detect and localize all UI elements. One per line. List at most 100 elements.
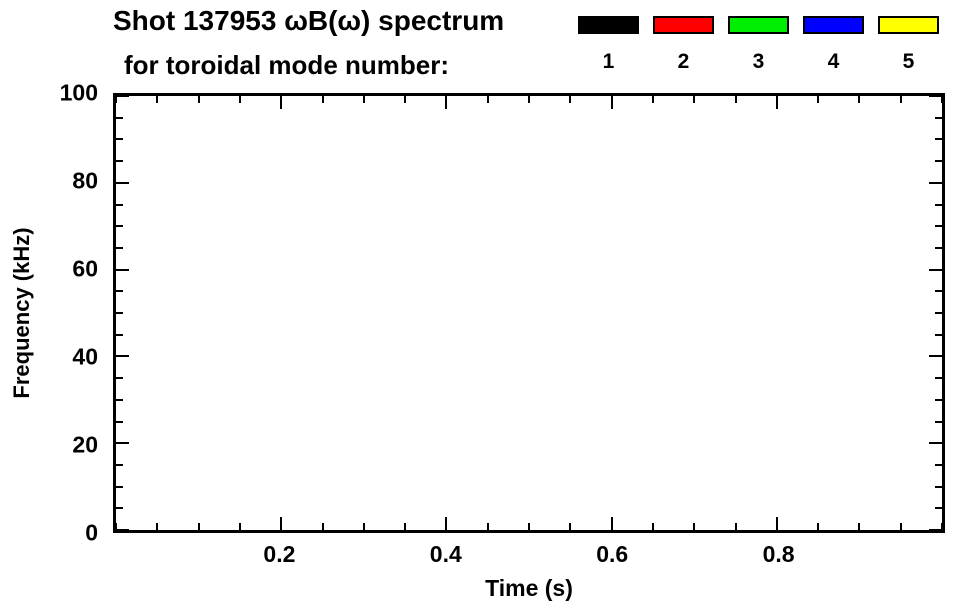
tick-mark: [734, 523, 737, 530]
tick-mark: [775, 517, 778, 530]
legend-label: 1: [602, 50, 615, 73]
tick-mark: [116, 95, 129, 97]
chart-title-line2: for toroidal mode number:: [124, 50, 449, 80]
x-tick-label: 0.4: [429, 541, 462, 567]
tick-mark: [116, 225, 123, 228]
tick-mark: [610, 96, 613, 109]
x-tick-label: 0.8: [762, 541, 795, 567]
tick-mark: [115, 523, 117, 530]
tick-mark: [445, 517, 448, 530]
tick-mark: [941, 96, 943, 103]
tick-mark: [858, 523, 861, 530]
legend-swatch: [653, 16, 714, 34]
y-tick-labels: 0 20 40 60 80 100: [0, 80, 106, 546]
tick-mark: [528, 523, 530, 530]
tick-mark: [321, 523, 324, 530]
y-tick-label: 60: [72, 255, 98, 282]
tick-mark: [817, 96, 820, 103]
tick-mark: [693, 96, 696, 103]
tick-mark: [116, 355, 129, 358]
tick-mark: [651, 523, 654, 530]
chart-title-line1: Shot 137953 ωB(ω) spectrum: [113, 5, 505, 36]
tick-mark: [156, 523, 159, 530]
legend: 1 2 3 4 5: [578, 16, 939, 74]
tick-mark: [486, 96, 489, 103]
tick-mark: [528, 96, 530, 103]
tick-mark: [693, 523, 696, 530]
tick-mark: [116, 116, 123, 119]
tick-mark: [115, 96, 117, 103]
tick-mark: [929, 355, 942, 358]
tick-mark: [116, 485, 123, 488]
tick-mark: [197, 523, 200, 530]
tick-mark: [935, 203, 942, 206]
tick-mark: [404, 523, 407, 530]
tick-mark: [775, 96, 778, 109]
tick-mark: [610, 517, 613, 530]
tick-mark: [569, 96, 572, 103]
tick-mark: [116, 442, 129, 445]
legend-entry: 5: [878, 16, 939, 74]
tick-mark: [116, 333, 123, 336]
tick-mark: [929, 529, 942, 531]
y-tick-label: 0: [85, 519, 98, 546]
legend-entry: 4: [803, 16, 864, 74]
tick-mark: [116, 463, 123, 466]
tick-mark: [116, 268, 129, 271]
tick-mark: [929, 268, 942, 271]
x-axis-title: Time (s): [485, 575, 573, 601]
tick-mark: [935, 160, 942, 163]
tick-mark: [935, 290, 942, 293]
tick-mark: [116, 203, 123, 206]
tick-mark: [116, 507, 123, 510]
legend-swatch: [803, 16, 864, 34]
tick-mark: [899, 96, 902, 103]
tick-mark: [935, 116, 942, 119]
tick-mark: [817, 523, 820, 530]
tick-mark: [651, 96, 654, 103]
plot-area: [113, 93, 945, 533]
tick-mark: [899, 523, 902, 530]
tick-mark: [116, 420, 123, 423]
x-tick-labels: 0.2 0.4 0.6 0.8: [113, 541, 945, 571]
tick-mark: [404, 96, 407, 103]
tick-mark: [935, 312, 942, 314]
x-tick-label: 0.2: [263, 541, 296, 567]
tick-mark: [116, 398, 123, 401]
y-tick-label: 40: [72, 343, 98, 370]
x-tick-label: 0.6: [596, 541, 629, 567]
y-tick-label: 20: [72, 431, 98, 458]
tick-mark: [445, 96, 448, 109]
tick-mark: [116, 138, 123, 141]
tick-mark: [116, 181, 129, 184]
legend-entry: 2: [653, 16, 714, 74]
tick-mark: [935, 507, 942, 510]
legend-swatch: [578, 16, 639, 34]
legend-entry: 3: [728, 16, 789, 74]
tick-mark: [116, 529, 129, 531]
tick-mark: [280, 96, 283, 109]
legend-swatch: [728, 16, 789, 34]
tick-mark: [935, 138, 942, 141]
tick-mark: [929, 95, 942, 97]
tick-mark: [569, 523, 572, 530]
tick-mark: [116, 160, 123, 163]
tick-mark: [321, 96, 324, 103]
tick-mark: [156, 96, 159, 103]
y-tick-label: 80: [72, 167, 98, 194]
tick-mark: [116, 377, 123, 380]
legend-label: 3: [752, 50, 765, 73]
tick-mark: [116, 312, 123, 314]
legend-label: 5: [902, 50, 915, 73]
tick-mark: [116, 246, 123, 249]
legend-swatch: [878, 16, 939, 34]
tick-mark: [935, 333, 942, 336]
tick-mark: [734, 96, 737, 103]
tick-mark: [486, 523, 489, 530]
tick-mark: [197, 96, 200, 103]
tick-mark: [941, 523, 943, 530]
tick-mark: [929, 442, 942, 445]
tick-mark: [362, 96, 365, 103]
tick-mark: [935, 420, 942, 423]
